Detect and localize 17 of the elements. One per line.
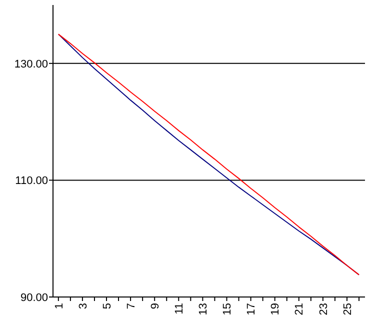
x-tick-label: 21 [294, 303, 306, 316]
x-tick-label: 13 [198, 303, 210, 316]
x-tick-label: 15 [222, 303, 234, 316]
x-tick-label: 1 [53, 303, 66, 310]
x-tick-label: 19 [270, 303, 282, 316]
x-tick-label: 5 [101, 303, 114, 310]
y-tick-label: 130.00 [14, 58, 48, 70]
x-tick-label: 7 [125, 303, 138, 310]
y-tick-label: 110.00 [15, 175, 48, 188]
x-tick-label: 23 [318, 303, 330, 316]
x-tick-label: 25 [342, 303, 354, 316]
y-tick-label: 90.00 [20, 292, 48, 304]
line-series [58, 34, 360, 276]
x-tick-label: 17 [246, 303, 258, 316]
x-tick-label: 9 [149, 303, 162, 310]
x-tick-label: 11 [173, 303, 186, 314]
x-tick-label: 3 [77, 303, 90, 310]
